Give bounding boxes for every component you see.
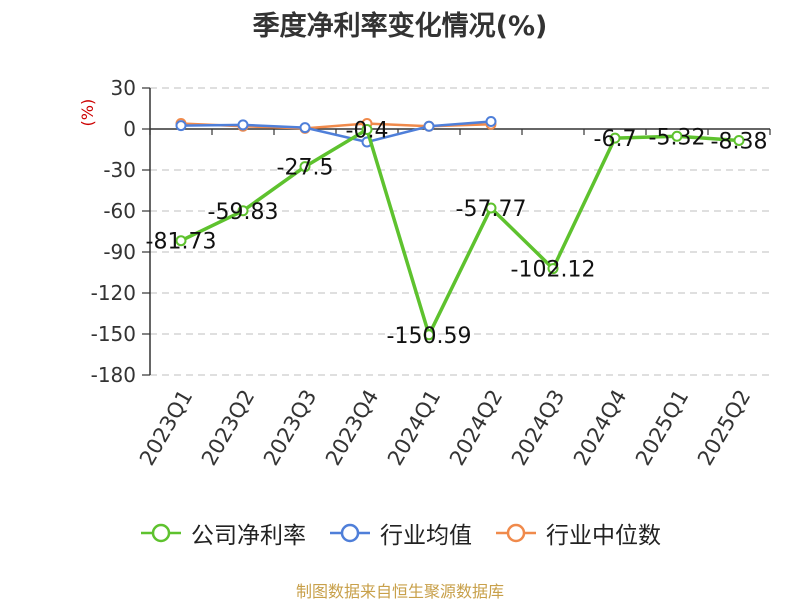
x-tick-label: 2023Q3 — [259, 386, 321, 470]
data-point — [547, 263, 559, 275]
data-label: -0.4 — [346, 119, 389, 144]
x-tick-label: 2023Q1 — [135, 386, 197, 470]
grid-lines — [150, 87, 770, 376]
x-tick-label: 2024Q3 — [507, 386, 569, 470]
data-label: -81.73 — [146, 230, 217, 255]
data-point — [609, 132, 621, 144]
data-point — [733, 134, 745, 146]
x-tick-label: 2023Q4 — [321, 386, 383, 470]
y-axis-label: (%) — [78, 99, 97, 127]
legend: 公司净利率 行业均值 行业中位数 — [0, 516, 800, 550]
y-tick-label: -30 — [103, 158, 136, 182]
data-point — [237, 205, 249, 217]
data-label: -8.38 — [711, 129, 768, 154]
data-point — [485, 115, 497, 127]
legend-label: 行业中位数 — [546, 523, 661, 549]
data-point — [175, 120, 187, 132]
series-line — [180, 127, 740, 337]
legend-marker-icon — [496, 523, 536, 543]
data-label: -27.5 — [277, 156, 334, 181]
data-label: -5.32 — [649, 125, 706, 150]
chart-title: 季度净利率变化情况(%) — [252, 11, 548, 42]
y-tick-label: -120 — [91, 281, 136, 305]
y-tick-label: -60 — [103, 199, 136, 223]
data-point — [175, 235, 187, 247]
x-tick-label: 2025Q2 — [693, 386, 755, 470]
data-point — [423, 120, 435, 132]
x-tick-label: 2024Q4 — [569, 386, 631, 470]
y-tick-label: -90 — [103, 240, 136, 264]
data-point — [299, 161, 311, 173]
data-labels: -81.73 -59.83 -27.5 -0.4 -150.59 -57.77 -102.1… — [146, 119, 768, 349]
x-tick-label: 2024Q2 — [445, 386, 507, 470]
legend-item-company[interactable]: 公司净利率 — [139, 516, 306, 550]
y-tick-label: 0 — [123, 117, 136, 141]
legend-item-industry-median[interactable]: 行业中位数 — [494, 516, 661, 550]
x-tick-label: 2023Q2 — [197, 386, 259, 470]
data-point — [423, 329, 435, 341]
data-point — [485, 202, 497, 214]
y-tick-label: 30 — [111, 76, 136, 100]
legend-label: 行业均值 — [380, 523, 472, 549]
legend-marker-icon — [141, 523, 181, 543]
x-tick-label: 2025Q1 — [631, 386, 693, 470]
data-point — [671, 130, 683, 142]
y-tick-label: -180 — [91, 363, 136, 387]
data-point — [237, 119, 249, 131]
legend-item-industry-mean[interactable]: 行业均值 — [328, 516, 472, 550]
series-line — [180, 120, 492, 144]
source-note: 制图数据来自恒生聚源数据库 — [295, 582, 504, 601]
data-label: -6.7 — [594, 127, 637, 152]
data-label: -57.77 — [456, 197, 527, 222]
legend-label: 公司净利率 — [191, 523, 306, 549]
data-label: -59.83 — [208, 200, 279, 225]
data-point — [361, 124, 373, 136]
y-tick-label: -150 — [91, 322, 136, 346]
data-label: -102.12 — [511, 258, 596, 283]
x-tick-label: 2024Q1 — [383, 386, 445, 470]
legend-marker-icon — [330, 523, 370, 543]
data-label: -150.59 — [387, 324, 472, 349]
data-point — [299, 122, 311, 134]
series-lines — [175, 115, 745, 341]
